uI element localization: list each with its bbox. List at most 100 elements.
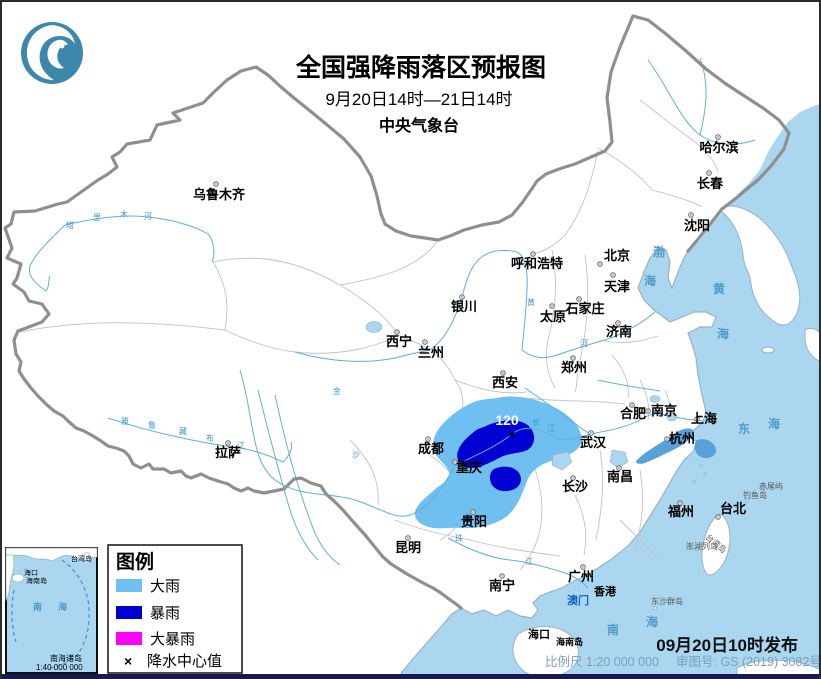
- city-dot-center-chengdu: [427, 438, 429, 440]
- river-label-9: 江: [525, 557, 533, 566]
- sea-label-5: 海: [768, 416, 780, 431]
- legend-swatch-rainstorm: [116, 606, 142, 619]
- city-label-changchun: 长春: [697, 176, 724, 191]
- city-label-zhengzhou: 郑州: [561, 360, 587, 375]
- river-label-0: 塔: [66, 220, 74, 230]
- city-label-wulumuqi: 乌鲁木齐: [193, 187, 246, 202]
- city-label-nanjing: 南京: [651, 403, 677, 418]
- city-dot-center-wulumuqi: [215, 183, 217, 185]
- lancang-river: [274, 394, 341, 566]
- island-label-5: 海南岛: [556, 636, 583, 647]
- river-label-6: 长: [532, 417, 540, 427]
- heavy-rain-area: [414, 396, 582, 529]
- city-dot-center-guangzhou: [582, 566, 584, 568]
- river-label-14: 江: [237, 441, 245, 450]
- legend-label-rainstorm: 暴雨: [150, 605, 180, 622]
- city-label-wuhan: 武汉: [580, 435, 607, 450]
- city-label-lanzhou: 兰州: [418, 345, 444, 360]
- river-label-10: 雅: [121, 416, 129, 426]
- city-label-kunming: 昆明: [395, 540, 421, 555]
- legend-marker-symbol: ×: [124, 653, 132, 669]
- page-title: 全国强降雨落区预报图: [295, 53, 546, 82]
- city-label-xianggang: 香港: [593, 584, 617, 598]
- city-label-jinan: 济南: [606, 324, 632, 339]
- sea-label-2: 黄: [713, 281, 725, 296]
- qinghai-lake: [365, 321, 383, 333]
- city-label-hangzhou: 杭州: [669, 431, 695, 446]
- inset-label-0: 海口: [24, 568, 38, 577]
- river-label-12: 藏: [179, 426, 187, 436]
- city-label-taiyuan: 太原: [539, 309, 566, 324]
- rivers: [28, 57, 756, 589]
- city-label-changsha: 长沙: [562, 479, 588, 494]
- sea-label-0: 渤: [653, 244, 665, 259]
- cma-logo: [21, 22, 83, 84]
- hongze-lake: [649, 395, 661, 403]
- city-dot-center-nanchang: [618, 467, 620, 469]
- city-dot-center-huhehaote: [532, 253, 534, 255]
- city-dot-center-chongqing: [454, 461, 456, 463]
- yarlung-river: [107, 417, 293, 463]
- city-dot-center-xian: [502, 372, 504, 374]
- legend-label-heavy-rain: 大雨: [150, 578, 180, 595]
- river-label-11: 鲁: [148, 420, 156, 430]
- songhua-river: [647, 59, 756, 145]
- river-label-8: 珠: [455, 533, 463, 543]
- frame-border-bottom: [0, 674, 821, 679]
- city-dot-center-xining: [396, 331, 398, 333]
- city-dot-center-changsha: [572, 477, 574, 479]
- agency-name: 中央气象台: [379, 116, 459, 135]
- island-label-3: 赤尾屿: [759, 482, 783, 491]
- nu-river: [257, 389, 319, 561]
- river-label-4: 黄: [527, 297, 535, 307]
- jeju-island: [761, 346, 775, 354]
- dongsha-islet: [653, 606, 657, 610]
- city-dot-center-shanghai: [696, 418, 698, 420]
- river-label-5: 河: [580, 338, 588, 348]
- city-label-huhehaote: 呼和浩特: [511, 256, 563, 271]
- city-label-guiyang: 贵阳: [461, 514, 487, 529]
- inset-label-1: 海南岛: [26, 576, 47, 585]
- approval-number: 审图号: GS (2019) 3082号: [676, 654, 821, 669]
- poyang-lake: [609, 449, 629, 469]
- city-dot-center-hangzhou: [666, 438, 668, 440]
- river-label-16: 沙: [352, 450, 360, 459]
- inset-label-6: 1:40 000 000: [36, 663, 83, 672]
- legend-title: 图例: [116, 550, 154, 573]
- chiwei-islet: [761, 489, 765, 493]
- tarim-river: [64, 215, 215, 263]
- tarim-branch: [28, 224, 66, 292]
- islands: [512, 205, 821, 679]
- sea-label-6: 南: [607, 622, 619, 637]
- dongting-lake: [551, 451, 573, 471]
- frame-border-top: [0, 0, 821, 2]
- japan-island-edge: [804, 327, 821, 363]
- inset-label-3: 南: [33, 601, 42, 612]
- coastal-islet: [703, 472, 707, 476]
- rainstorm-area-south: [490, 466, 521, 492]
- city-label-haikou: 海口: [528, 627, 550, 641]
- river-label-1: 里: [93, 213, 101, 222]
- river-label-3: 河: [144, 211, 152, 221]
- river-label-7: 江: [547, 424, 555, 433]
- tai-lake: [666, 412, 678, 422]
- huai-river: [597, 379, 661, 392]
- river-label-2: 木: [120, 209, 128, 219]
- city-label-xian: 西安: [492, 375, 518, 390]
- city-dot-center-haerbin: [717, 136, 719, 138]
- city-label-shenyang: 沈阳: [684, 218, 710, 233]
- city-label-shijiazhuang: 石家庄: [564, 301, 604, 316]
- national-border: [3, 14, 791, 610]
- inset-label-4: 海: [58, 601, 67, 612]
- map-scale: 比例尺 1:20 000 000: [545, 655, 659, 669]
- city-dot-center-kunming: [407, 537, 409, 539]
- city-dot-center-wuhan: [590, 432, 592, 434]
- issue-time: 09月20日10时发布: [656, 635, 798, 655]
- city-dot-center-yinchuan: [461, 296, 463, 298]
- frame-border-left: [0, 0, 2, 679]
- legend-box: 图例 大雨 暴雨 大暴雨 × 降水中心值: [107, 544, 243, 674]
- city-label-shanghai: 上海: [691, 411, 717, 426]
- legend-marker-label: 降水中心值: [147, 653, 222, 670]
